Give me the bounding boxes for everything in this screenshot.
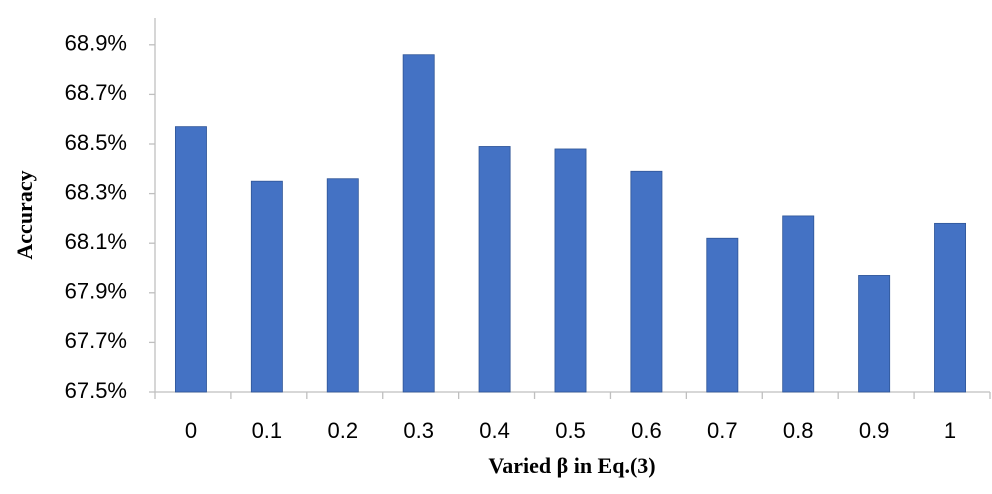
bar — [782, 215, 815, 393]
bar — [478, 146, 511, 393]
y-tick-label: 67.5% — [65, 378, 127, 403]
y-tick-label: 68.3% — [65, 179, 127, 204]
y-tick-label: 68.9% — [65, 31, 127, 56]
y-tick-label: 67.9% — [65, 279, 127, 304]
bar — [630, 170, 663, 393]
x-tick-label: 1 — [944, 418, 956, 443]
bar — [174, 126, 207, 393]
bar — [402, 54, 435, 393]
x-tick-label: 0.8 — [783, 418, 814, 443]
x-axis-title: Varied β in Eq.(3) — [488, 453, 655, 478]
x-tick-label: 0.1 — [252, 418, 283, 443]
y-tick-label: 68.5% — [65, 130, 127, 155]
bar — [250, 180, 283, 393]
bar — [326, 178, 359, 393]
x-tick-label: 0.3 — [403, 418, 434, 443]
x-tick-label: 0.6 — [631, 418, 662, 443]
bar — [858, 275, 891, 393]
bar — [934, 222, 967, 393]
x-tick-label: 0.2 — [327, 418, 358, 443]
x-tick-label: 0.4 — [479, 418, 510, 443]
bar — [706, 237, 739, 393]
x-tick-label: 0.5 — [555, 418, 586, 443]
x-tick-label: 0 — [185, 418, 197, 443]
y-tick-label: 67.7% — [65, 328, 127, 353]
y-axis-title: Accuracy — [12, 170, 37, 259]
bar — [554, 148, 587, 393]
x-tick-label: 0.9 — [859, 418, 890, 443]
y-tick-label: 68.1% — [65, 229, 127, 254]
y-tick-label: 68.7% — [65, 80, 127, 105]
x-tick-label: 0.7 — [707, 418, 738, 443]
